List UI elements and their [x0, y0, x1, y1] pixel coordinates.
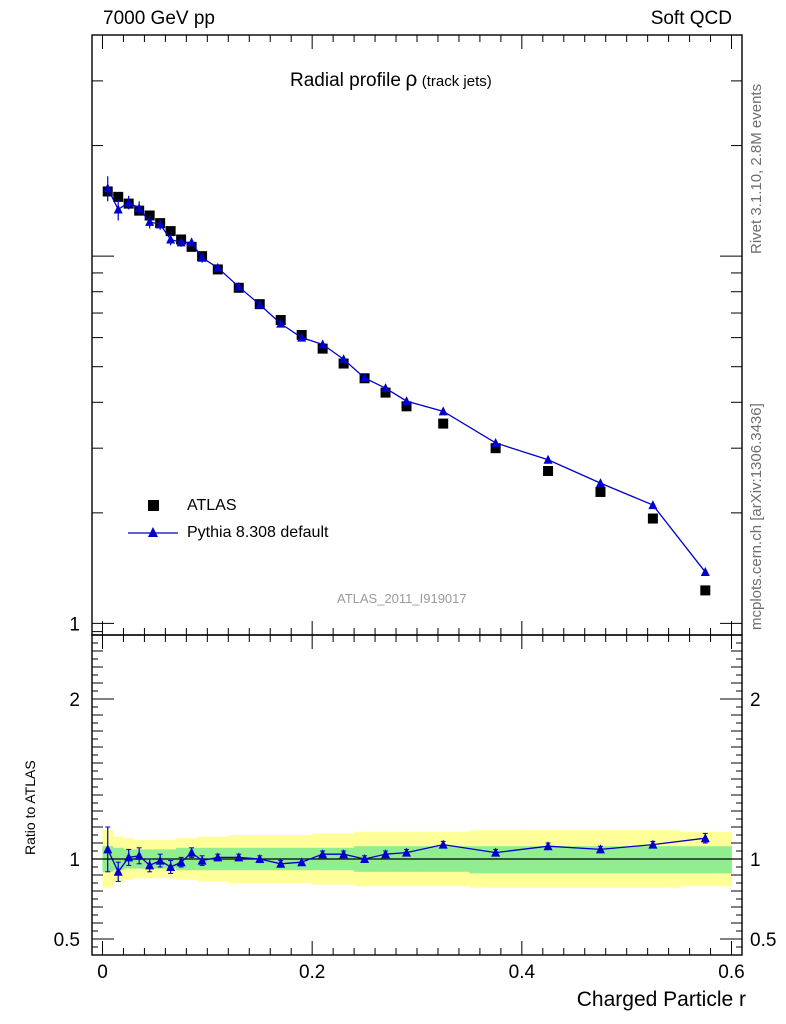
- ratio-y-tick-label: 0.5: [54, 930, 80, 951]
- pythia-data-point: [187, 237, 197, 247]
- ratio-band-inner: [521, 846, 575, 874]
- pythia-data-point: [124, 197, 134, 207]
- title-symbol: ρ: [405, 68, 418, 91]
- pythia-data-point: [176, 237, 186, 247]
- atlas-data-point: [380, 387, 391, 398]
- pythia-data-point: [155, 219, 165, 229]
- pythia-data-point: [276, 318, 286, 328]
- pythia-data-point: [595, 478, 605, 488]
- pythia-data-point: [213, 262, 223, 272]
- pythia-data-point: [234, 281, 244, 291]
- ratio-data-point: [176, 857, 186, 867]
- ratio-band-inner: [679, 846, 732, 874]
- ratio-data-point: [145, 860, 155, 870]
- title-suffix: (track jets): [421, 73, 492, 90]
- ratio-data-point: [187, 847, 197, 857]
- ratio-data-point: [648, 839, 658, 849]
- ratio-data-point: [491, 847, 501, 857]
- atlas-data-point: [438, 418, 449, 429]
- pythia-line: [107, 188, 706, 573]
- legend-label-atlas: ATLAS: [187, 497, 237, 514]
- analysis-id-label: ATLAS_2011_I919017: [337, 591, 467, 606]
- ratio-data-point: [155, 855, 165, 865]
- energy-label: 7000 GeV pp: [103, 8, 215, 29]
- legend-label-pythia: Pythia 8.308 default: [187, 524, 329, 541]
- ratio-data-point: [213, 852, 223, 862]
- pythia-data-point: [360, 372, 370, 382]
- ratio-data-point: [103, 844, 113, 854]
- pythia-data-point: [166, 234, 176, 244]
- ratio-data-point: [297, 857, 307, 867]
- process-label: Soft QCD: [650, 8, 732, 29]
- x-tick-label: 0: [97, 962, 108, 983]
- title-text: Radial profile: [290, 70, 401, 91]
- pythia-data-point: [700, 567, 710, 577]
- atlas-data-point: [401, 401, 412, 412]
- ratio-data-point: [276, 858, 286, 868]
- atlas-data-point: [490, 443, 501, 454]
- ratio-data-point: [113, 866, 123, 876]
- ratio-data-point: [700, 833, 710, 843]
- ratio-data-point: [134, 850, 144, 860]
- pythia-data-point: [438, 406, 448, 416]
- ratio-y-tick-label-right: 1: [750, 850, 761, 871]
- ratio-data-point: [339, 849, 349, 859]
- ratio-data-point: [360, 854, 370, 863]
- ratio-data-point: [381, 849, 391, 859]
- pythia-data-point: [134, 203, 144, 213]
- ratio-band-inner: [626, 846, 680, 874]
- atlas-data-point: [338, 358, 349, 369]
- pythia-data-point: [339, 354, 349, 364]
- ratio-data-point: [318, 849, 328, 859]
- legend-marker-atlas: [148, 500, 159, 511]
- pythia-data-point: [318, 339, 328, 349]
- pythia-data-point: [113, 204, 123, 214]
- ratio-data-point: [543, 841, 553, 851]
- atlas-data-point: [165, 226, 176, 237]
- atlas-data-point: [543, 466, 554, 477]
- ratio-panel-frame: [91, 634, 743, 956]
- atlas-data-point: [700, 585, 711, 596]
- ratio-y-tick-label-right: 2: [750, 690, 761, 711]
- x-tick-label: 0.6: [718, 962, 744, 983]
- pythia-data-point: [197, 252, 207, 262]
- ratio-y-tick-label-right: 0.5: [750, 930, 776, 951]
- legend-marker-pythia: [148, 527, 158, 537]
- main-plot-title: Radial profile ρ (track jets): [290, 68, 492, 92]
- main-y-tick-label: 1: [69, 614, 80, 635]
- pythia-data-point: [103, 183, 113, 193]
- ratio-data-point: [402, 847, 412, 857]
- atlas-data-point: [595, 486, 606, 497]
- pythia-data-point: [145, 216, 155, 226]
- atlas-data-point: [647, 513, 658, 524]
- ratio-data-point: [255, 854, 265, 863]
- pythia-data-point: [255, 299, 265, 309]
- ratio-data-point: [197, 855, 207, 865]
- ratio-data-point: [234, 852, 244, 862]
- ratio-data-point: [438, 839, 448, 849]
- ratio-data-point: [124, 852, 134, 862]
- pythia-data-point: [491, 437, 501, 447]
- ratio-y-tick-label: 2: [69, 690, 80, 711]
- x-tick-label: 0.2: [299, 962, 325, 983]
- ratio-data-point: [595, 844, 605, 854]
- main-panel-frame: [91, 34, 743, 636]
- ratio-data-point: [166, 862, 176, 871]
- pythia-data-point: [648, 500, 658, 510]
- pythia-data-point: [381, 383, 391, 393]
- ratio-y-tick-label: 1: [69, 850, 80, 871]
- x-tick-label: 0.4: [509, 962, 536, 983]
- pythia-data-point: [297, 332, 307, 342]
- pythia-data-point: [543, 454, 553, 464]
- pythia-data-point: [402, 396, 412, 406]
- x-axis-label: Charged Particle r: [576, 988, 746, 1011]
- atlas-data-point: [113, 191, 124, 202]
- atlas-data-point: [317, 343, 328, 354]
